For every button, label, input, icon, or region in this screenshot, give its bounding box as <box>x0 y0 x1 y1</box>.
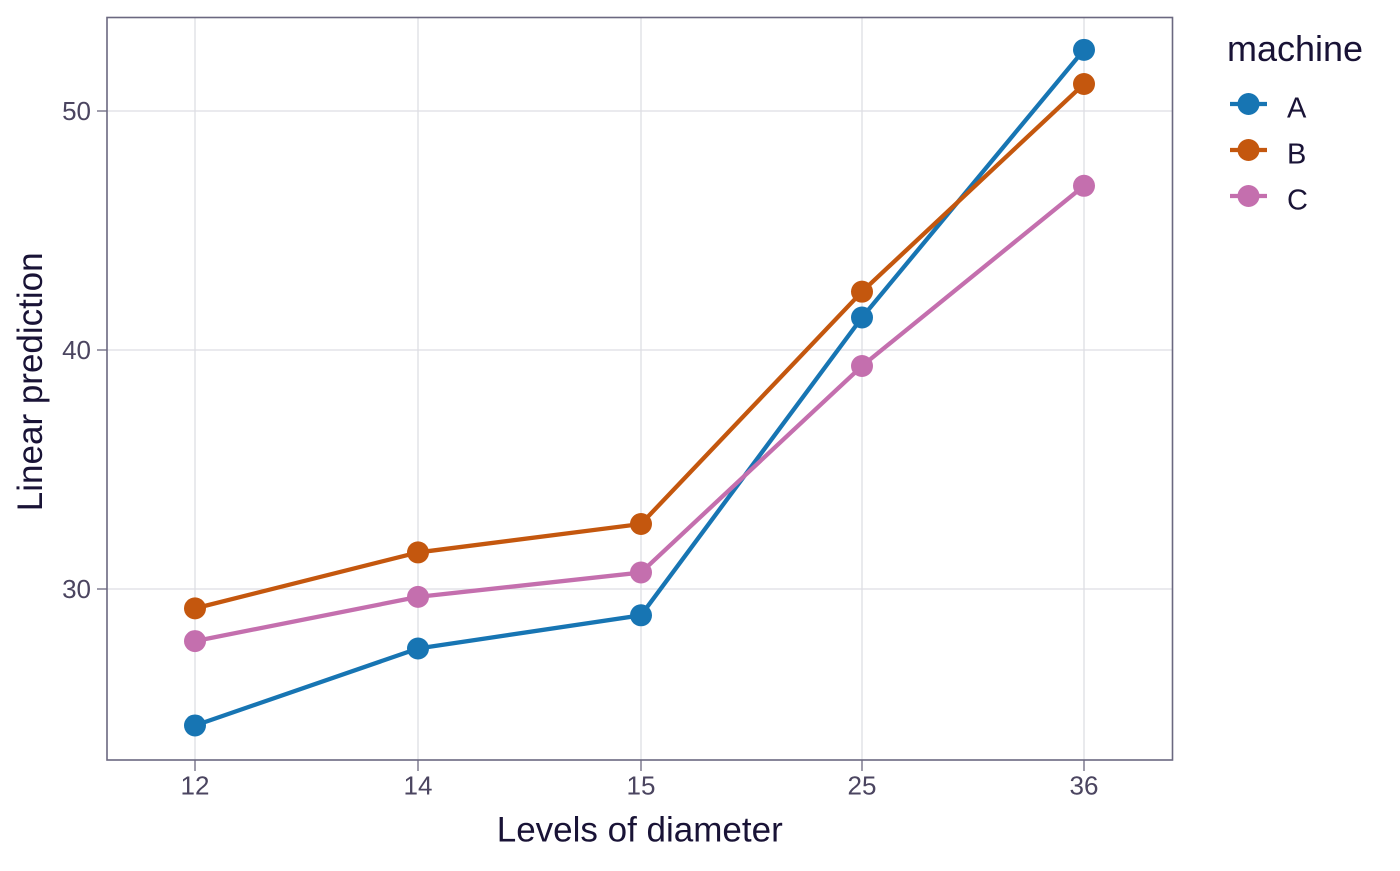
svg-text:36: 36 <box>1070 770 1099 800</box>
svg-text:14: 14 <box>404 770 433 800</box>
svg-text:50: 50 <box>62 96 91 126</box>
svg-text:A: A <box>1287 92 1307 124</box>
svg-text:Levels of diameter: Levels of diameter <box>497 811 783 850</box>
svg-text:12: 12 <box>181 770 210 800</box>
svg-text:B: B <box>1287 138 1306 170</box>
svg-text:30: 30 <box>62 574 91 604</box>
svg-text:25: 25 <box>848 770 877 800</box>
svg-text:C: C <box>1287 184 1308 216</box>
svg-text:machine: machine <box>1227 28 1363 69</box>
svg-text:40: 40 <box>62 335 91 365</box>
svg-text:15: 15 <box>627 770 656 800</box>
svg-text:Linear prediction: Linear prediction <box>11 252 50 511</box>
